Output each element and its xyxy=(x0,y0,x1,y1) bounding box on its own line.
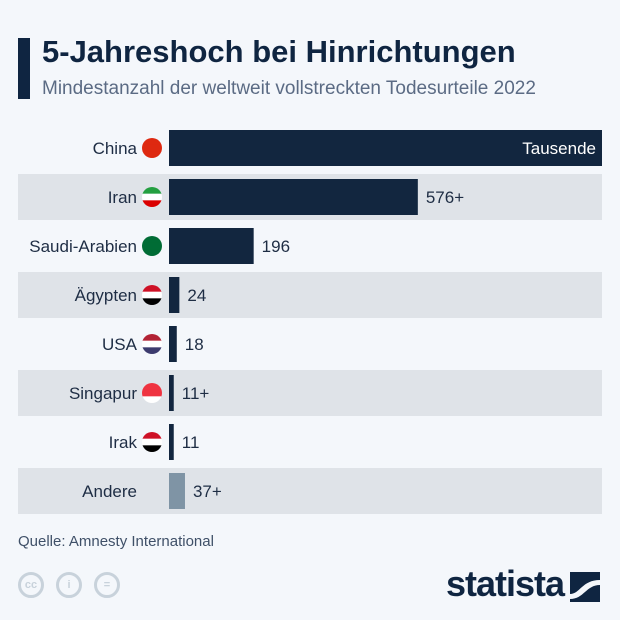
category-label: Saudi-Arabien xyxy=(29,237,137,256)
cc-icon[interactable]: cc xyxy=(18,572,44,598)
bar xyxy=(169,326,177,362)
saudi-arabia-flag-icon xyxy=(142,236,162,244)
data-label: 18 xyxy=(185,335,204,354)
saudi-arabia-flag-icon xyxy=(142,242,162,250)
singapore-flag-icon xyxy=(142,396,162,403)
china-flag-icon xyxy=(142,144,162,152)
iran-flag-icon xyxy=(142,200,162,207)
china-flag-icon xyxy=(142,138,162,146)
row-stripe xyxy=(18,370,602,416)
data-label: 37+ xyxy=(193,482,222,501)
usa-flag-icon xyxy=(142,340,162,348)
bar xyxy=(169,179,418,215)
usa-flag-icon xyxy=(142,347,162,354)
statista-logo-mark-icon xyxy=(570,572,600,602)
category-label: USA xyxy=(102,335,138,354)
data-label: 196 xyxy=(262,237,290,256)
bar xyxy=(169,473,185,509)
bar xyxy=(169,424,174,460)
row-stripe xyxy=(18,468,602,514)
category-label: Andere xyxy=(82,482,137,501)
data-label: 11+ xyxy=(182,384,210,403)
saudi-arabia-flag-icon xyxy=(142,249,162,256)
by-icon[interactable]: i xyxy=(56,572,82,598)
egypt-flag-icon xyxy=(142,291,162,299)
title-accent-bar xyxy=(18,38,30,99)
bar xyxy=(169,277,180,313)
nd-icon[interactable]: = xyxy=(94,572,120,598)
category-label: Irak xyxy=(109,433,138,452)
category-label: Iran xyxy=(108,188,137,207)
chart-subtitle: Mindestanzahl der weltweit vollstreckten… xyxy=(42,78,536,99)
data-label: Tausende xyxy=(522,139,596,158)
egypt-flag-icon xyxy=(142,298,162,305)
statista-logo[interactable]: statista xyxy=(446,563,565,604)
singapore-flag-icon xyxy=(142,389,162,397)
bar xyxy=(169,375,174,411)
chart-title: 5-Jahreshoch bei Hinrichtungen xyxy=(42,34,516,69)
iraq-flag-icon xyxy=(142,438,162,446)
row-stripe xyxy=(18,272,602,318)
bar xyxy=(169,130,602,166)
singapore-flag-icon xyxy=(142,383,162,391)
egypt-flag-icon xyxy=(142,285,162,293)
data-label: 24 xyxy=(187,286,206,305)
category-label: Singapur xyxy=(69,384,137,403)
iran-flag-icon xyxy=(142,193,162,201)
usa-flag-icon xyxy=(142,334,162,342)
category-label: Ägypten xyxy=(75,286,137,305)
iraq-flag-icon xyxy=(142,445,162,452)
category-label: China xyxy=(93,139,138,158)
china-flag-icon xyxy=(142,151,162,158)
source-link[interactable]: Quelle: Amnesty International xyxy=(18,533,214,550)
data-label: 576+ xyxy=(426,188,464,207)
bar xyxy=(169,228,254,264)
iraq-flag-icon xyxy=(142,432,162,440)
iran-flag-icon xyxy=(142,187,162,195)
data-label: 11 xyxy=(182,433,200,452)
